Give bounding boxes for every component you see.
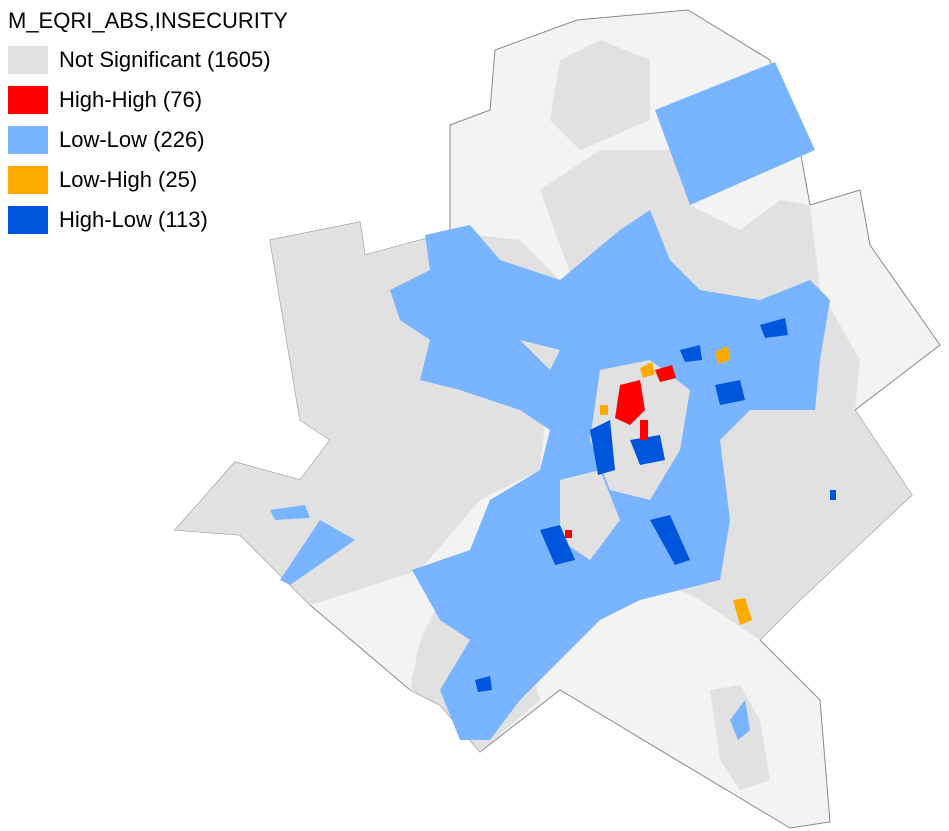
legend-item: High-Low (113): [8, 206, 208, 234]
high-high-areas: [565, 365, 676, 538]
legend-label: High-High (76): [59, 87, 203, 112]
high-low-areas: [475, 318, 836, 692]
legend-swatch: [8, 46, 48, 74]
legend-swatch: [8, 206, 48, 234]
legend-item: Low-Low (226): [8, 126, 205, 154]
legend-item: Not Significant (1605): [8, 46, 271, 74]
legend-label: Low-High (25): [59, 167, 198, 192]
legend-title: M_EQRI_ABS,INSECURITY: [8, 8, 288, 33]
legend-swatch: [8, 86, 48, 114]
legend-item: Low-High (25): [8, 166, 197, 194]
legend-swatch: [8, 126, 48, 154]
low-high-areas: [600, 346, 752, 625]
legend-label: High-Low (113): [59, 207, 208, 232]
legend-label: Not Significant (1605): [59, 47, 271, 72]
legend-label: Low-Low (226): [59, 127, 205, 152]
legend-swatch: [8, 166, 48, 194]
legend-item: High-High (76): [8, 86, 202, 114]
